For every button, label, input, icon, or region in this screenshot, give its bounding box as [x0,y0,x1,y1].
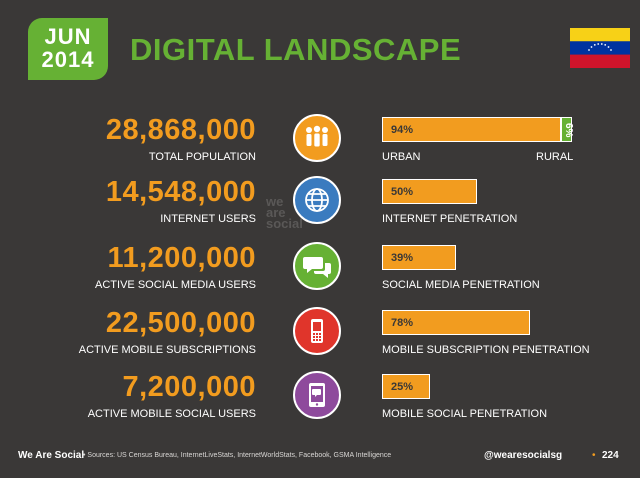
stat-caption: ACTIVE MOBILE SOCIAL USERS [87,408,256,420]
globe-icon [293,176,341,224]
watermark: we are social [266,194,303,231]
population-bar: 94% 6% [382,117,574,142]
stat-row-population: 28,868,000 TOTAL POPULATION 94% 6% URBAN… [0,114,640,176]
bar-percent-label: 39% [391,252,414,264]
mobile-social-bar: 25% [382,374,572,399]
people-icon [293,114,341,162]
stat-caption: INTERNET USERS [160,213,256,225]
bar-percent-label: 50% [391,186,414,198]
stat-caption: ACTIVE SOCIAL MEDIA USERS [95,279,256,291]
watermark-word: social [266,216,303,231]
mobile-bar-fill: 78% [382,310,530,335]
urban-bar-fill: 94% [382,117,561,142]
chat-bubbles-icon [293,242,341,290]
stat-row-social: 11,200,000 ACTIVE SOCIAL MEDIA USERS 39%… [0,242,640,304]
stat-row-mobile-social: 7,200,000 ACTIVE MOBILE SOCIAL USERS 25%… [0,371,640,433]
bar-percent-label: 25% [391,381,414,393]
footer-brand: We Are Social [18,450,85,461]
stat-value: 14,548,000 [105,176,256,208]
stat-row-internet: 14,548,000 INTERNET USERS 50% INTERNET P… [0,176,640,238]
bar-percent-label: 94% [391,124,414,136]
stat-value: 7,200,000 [122,371,256,403]
internet-bar: 50% [382,179,572,204]
page-title: DIGITAL LANDSCAPE [130,32,462,67]
footer-separator: • [592,450,596,461]
stat-value: 11,200,000 [107,242,256,274]
mobile-social-icon [293,371,341,419]
footer-sources: • Sources: US Census Bureau, InternetLiv… [83,452,392,459]
stat-row-mobile: 22,500,000 ACTIVE MOBILE SUBSCRIPTIONS 7… [0,307,640,369]
footer-handle[interactable]: @wearesocialsg [484,450,563,461]
stat-value: 22,500,000 [105,307,256,339]
stat-value: 28,868,000 [105,114,256,146]
mobile-bar: 78% [382,310,572,335]
bar-caption: INTERNET PENETRATION [382,213,518,225]
watermark-word: are [266,205,286,220]
social-bar-fill: 39% [382,245,456,270]
social-bar: 39% [382,245,572,270]
date-year: 2014 [41,47,95,72]
page-number: 224 [602,450,619,461]
bar-caption: URBAN [382,151,421,163]
rural-percent-label: 6% [563,123,574,138]
stat-caption: TOTAL POPULATION [148,151,256,163]
mobile-social-bar-fill: 25% [382,374,430,399]
date-badge: JUN 2014 [28,18,108,80]
watermark-word: we [266,194,284,209]
venezuela-flag-icon [570,28,630,68]
bar-caption: MOBILE SOCIAL PENETRATION [382,408,548,420]
bar-caption: SOCIAL MEDIA PENETRATION [382,279,540,291]
bar-caption: MOBILE SUBSCRIPTION PENETRATION [382,344,590,356]
stat-caption: ACTIVE MOBILE SUBSCRIPTIONS [78,344,256,356]
bar-percent-label: 78% [391,317,414,329]
date-month: JUN [44,24,92,49]
rural-caption: RURAL [536,151,574,163]
internet-bar-fill: 50% [382,179,477,204]
rural-bar-fill: 6% [561,117,574,142]
mobile-phone-icon [293,307,341,355]
footer: We Are Social • Sources: US Census Burea… [0,450,640,464]
